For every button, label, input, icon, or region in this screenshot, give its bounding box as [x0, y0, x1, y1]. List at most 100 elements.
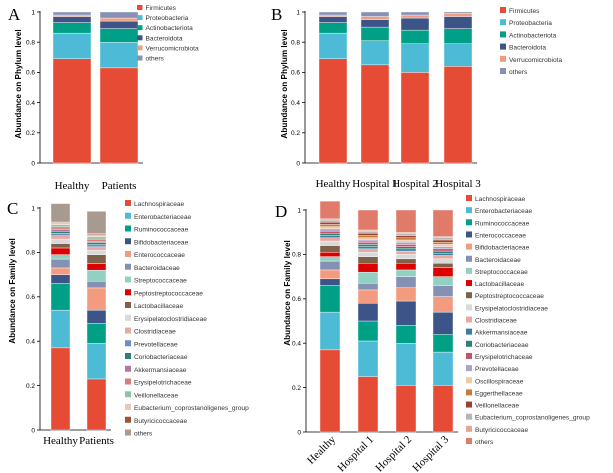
bar-segment	[319, 233, 341, 236]
legend-label: Ruminococcaceae	[134, 227, 189, 234]
bar-segment	[319, 349, 341, 433]
y-tick-label: 0.8	[292, 252, 301, 259]
legend-swatch	[466, 255, 472, 262]
bar-segment	[395, 325, 417, 344]
bar-segment	[443, 11, 473, 14]
y-tick-label: 0.4	[26, 100, 35, 107]
legend-swatch	[125, 302, 131, 308]
legend-swatch	[500, 43, 506, 50]
bar-segment	[50, 309, 71, 349]
legend-swatch	[125, 353, 131, 359]
legend-swatch	[466, 267, 472, 274]
legend-label: Bacteroidaceae	[475, 257, 521, 264]
legend-label: Enterobacteriaceae	[134, 214, 192, 221]
bar-segment	[319, 226, 341, 230]
legend-swatch	[125, 404, 131, 410]
legend-label: Peptostreptococcaceae	[475, 293, 544, 300]
legend-label: Streptococcaceae	[475, 269, 528, 276]
bar-segment	[395, 237, 417, 241]
bar-segment	[432, 241, 454, 245]
bar-segment	[432, 267, 454, 277]
y-tick-label: 0.2	[26, 383, 35, 390]
bar-segment	[52, 32, 92, 60]
y-tick-label: 0.8	[291, 40, 300, 47]
x-category-label: Hospital 1	[352, 178, 398, 190]
y-tick-label: 0.4	[291, 100, 300, 107]
bar-segment	[319, 222, 341, 225]
legend-label: Eggerthellaceae	[475, 390, 523, 397]
bar-segment	[357, 271, 379, 284]
legend-swatch	[466, 231, 472, 238]
bar-segment	[400, 29, 430, 44]
bar-segment	[395, 239, 417, 243]
bar-segment	[319, 285, 341, 313]
legend-swatch	[466, 340, 472, 347]
bar-segment	[52, 11, 92, 16]
x-category-label: Patients	[102, 180, 137, 192]
legend-swatch	[125, 314, 131, 321]
legend-swatch	[466, 243, 472, 250]
bar-segment	[99, 11, 139, 19]
bar-segment	[432, 246, 454, 250]
legend-swatch	[137, 35, 143, 41]
y-tick-label: 1	[31, 205, 35, 212]
bar-segment	[443, 66, 473, 164]
legend-label: Prevotellaceae	[475, 366, 519, 373]
legend-swatch	[466, 413, 472, 420]
bar-segment	[357, 283, 379, 291]
legend-swatch	[466, 207, 472, 214]
bar-segment	[443, 16, 473, 29]
legend-label: Bacteroidota	[146, 35, 183, 42]
legend-label: Coriobacteriaceae	[475, 342, 529, 349]
bar-segment	[395, 248, 417, 252]
legend-swatch	[500, 7, 506, 13]
bar-segment	[318, 16, 348, 23]
legend-label: others	[146, 56, 165, 63]
bar-segment	[395, 300, 417, 326]
legend-label: Clostridiaceae	[134, 329, 176, 336]
bar-segment	[86, 234, 107, 238]
legend-label: Proteobacteria	[509, 20, 552, 27]
bar-segment	[99, 28, 139, 43]
x-category-label: Hospital 2	[373, 434, 414, 473]
legend-label: Akkermansiaceae	[475, 330, 528, 337]
bar-segment	[99, 67, 139, 164]
legend-swatch	[125, 416, 131, 423]
y-axis-label: Abundance on Family level	[8, 238, 17, 344]
bar-segment	[319, 219, 341, 223]
bar-segment	[50, 254, 71, 260]
bar-segment	[360, 26, 390, 41]
legend-label: others	[475, 439, 494, 446]
bar-segment	[395, 343, 417, 386]
bar-segment	[86, 238, 107, 242]
bar-segment	[432, 209, 454, 237]
bar-segment	[357, 303, 379, 322]
bar-segment	[400, 17, 430, 31]
bar-segment	[50, 228, 71, 232]
legend-swatch	[137, 15, 143, 21]
bar-segment	[319, 269, 341, 280]
legend-label: Firmicutes	[509, 8, 540, 15]
bar-segment	[432, 285, 454, 297]
bar-segment	[50, 258, 71, 269]
legend-swatch	[500, 31, 506, 38]
legend-swatch	[466, 401, 472, 408]
bar-segment	[86, 254, 107, 264]
bar-segment	[357, 239, 379, 243]
bar-segment	[50, 222, 71, 225]
bar-segment	[50, 238, 71, 244]
y-tick-label: 1	[296, 9, 300, 16]
bar-segment	[52, 58, 92, 164]
bar-segment	[432, 334, 454, 353]
bar-segment	[86, 281, 107, 289]
bar-segment	[357, 230, 379, 234]
y-tick-label: 0.6	[26, 70, 35, 77]
bar-segment	[357, 289, 379, 304]
bar-segment	[86, 378, 107, 431]
legend-swatch	[466, 280, 472, 287]
bar-segment	[52, 22, 92, 34]
y-tick-label: 0	[31, 427, 35, 434]
bar-segment	[318, 22, 348, 34]
bar-segment	[86, 323, 107, 344]
